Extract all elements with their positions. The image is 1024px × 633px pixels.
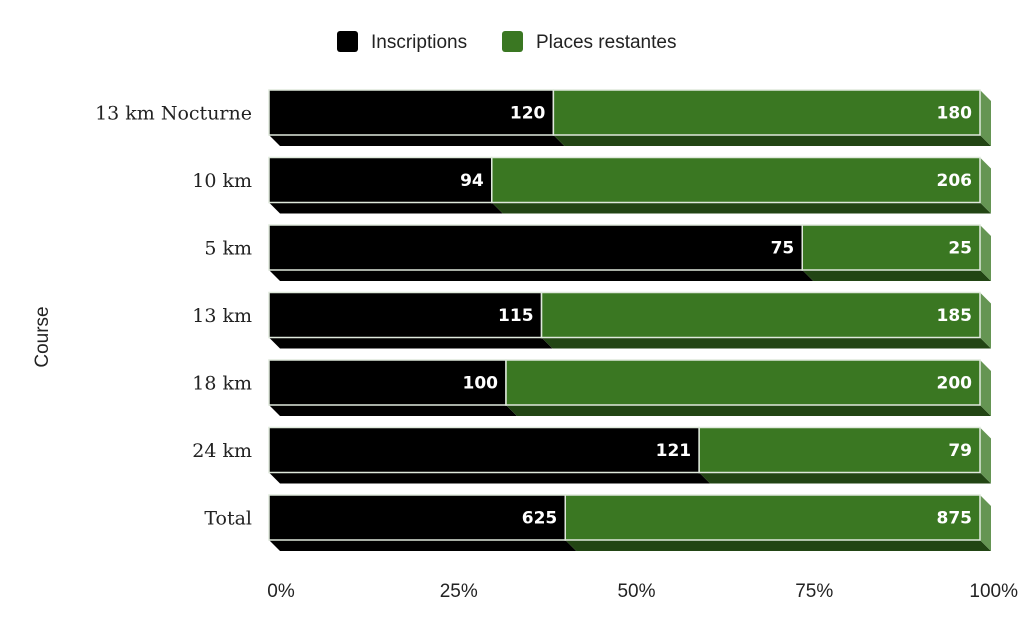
- bar-side-face: [980, 360, 991, 416]
- x-tick-label: 0%: [267, 581, 295, 602]
- bar-segment-depth: [269, 472, 711, 484]
- x-tick-labels: 0% 25% 50% 75% 100%: [267, 581, 1018, 602]
- category-label: Total: [204, 508, 252, 530]
- bar-segment: [491, 156, 981, 204]
- data-label: 100: [463, 374, 499, 394]
- bar-segment-depth: [565, 540, 991, 551]
- data-label: 200: [937, 374, 973, 394]
- bar-row: 75 25: [268, 224, 991, 281]
- x-tick-label: 75%: [795, 581, 833, 602]
- data-label: 120: [510, 104, 546, 124]
- bar-row: 100 200: [268, 359, 991, 416]
- legend-label-0: Inscriptions: [371, 32, 467, 53]
- bar-segment-depth: [491, 202, 991, 214]
- data-label: 625: [522, 509, 558, 529]
- data-label: 180: [937, 104, 973, 124]
- bar-side-face: [980, 495, 991, 551]
- data-label: 875: [937, 509, 973, 529]
- bar-segment-depth: [506, 405, 991, 416]
- bar-row: 625 875: [268, 494, 991, 551]
- data-label: 94: [460, 171, 484, 191]
- legend-label-1: Places restantes: [536, 32, 676, 53]
- bar-row: 121 79: [268, 426, 991, 484]
- bar-side-face: [980, 292, 991, 349]
- bar-segment-depth: [269, 540, 577, 551]
- data-label: 185: [937, 306, 973, 326]
- data-label: 115: [498, 306, 534, 326]
- category-labels: 13 km Nocturne 10 km 5 km 13 km 18 km 24 km To…: [95, 103, 252, 530]
- data-label: 75: [771, 239, 795, 259]
- category-label: 10 km: [192, 170, 252, 192]
- bar-segment: [801, 224, 981, 271]
- bar-segment-depth: [269, 135, 565, 146]
- bar-segment: [268, 224, 803, 271]
- bar-row: 120 180: [268, 89, 991, 146]
- y-axis-title: Course: [32, 306, 53, 367]
- category-label: 13 km Nocturne: [95, 103, 252, 125]
- data-label: 121: [656, 441, 692, 461]
- x-tick-label: 50%: [617, 581, 655, 602]
- bar-segment: [268, 291, 543, 339]
- legend-swatch-1: [502, 31, 523, 52]
- bar-segment: [564, 494, 981, 541]
- bar-segment: [552, 89, 981, 136]
- bar-segment: [268, 426, 700, 474]
- bar-segment-depth: [269, 337, 553, 349]
- bar-segment-depth: [541, 337, 991, 349]
- x-tick-label: 100%: [969, 581, 1018, 602]
- legend-swatch-0: [337, 31, 358, 52]
- bar-side-face: [980, 90, 991, 146]
- data-label: 206: [937, 171, 973, 191]
- bar-side-face: [980, 225, 991, 281]
- bar-segment-depth: [802, 270, 991, 281]
- bar-segment-depth: [269, 202, 503, 214]
- bar-segment-depth: [269, 405, 517, 416]
- bar-row: 115 185: [268, 291, 991, 349]
- category-label: 13 km: [192, 305, 252, 327]
- bar-side-face: [980, 427, 991, 484]
- bar-segment: [505, 359, 981, 406]
- data-label: 25: [948, 239, 972, 259]
- bar-segment: [540, 291, 981, 339]
- bar-side-face: [980, 157, 991, 214]
- data-label: 79: [948, 441, 972, 461]
- bar-segment-depth: [553, 135, 991, 146]
- bar-row: 94 206: [268, 156, 991, 214]
- bars-group: 120 180 94 206 75 25 115 185 100 200 121 79 625 875: [268, 89, 991, 551]
- category-label: 18 km: [192, 373, 252, 395]
- bar-segment: [268, 156, 493, 204]
- x-tick-label: 25%: [440, 581, 478, 602]
- bar-segment-depth: [699, 472, 991, 484]
- bar-segment-depth: [269, 270, 814, 281]
- bar-segment: [698, 426, 981, 474]
- category-label: 5 km: [204, 238, 252, 260]
- category-label: 24 km: [192, 440, 252, 462]
- legend: Inscriptions Places restantes: [337, 31, 676, 53]
